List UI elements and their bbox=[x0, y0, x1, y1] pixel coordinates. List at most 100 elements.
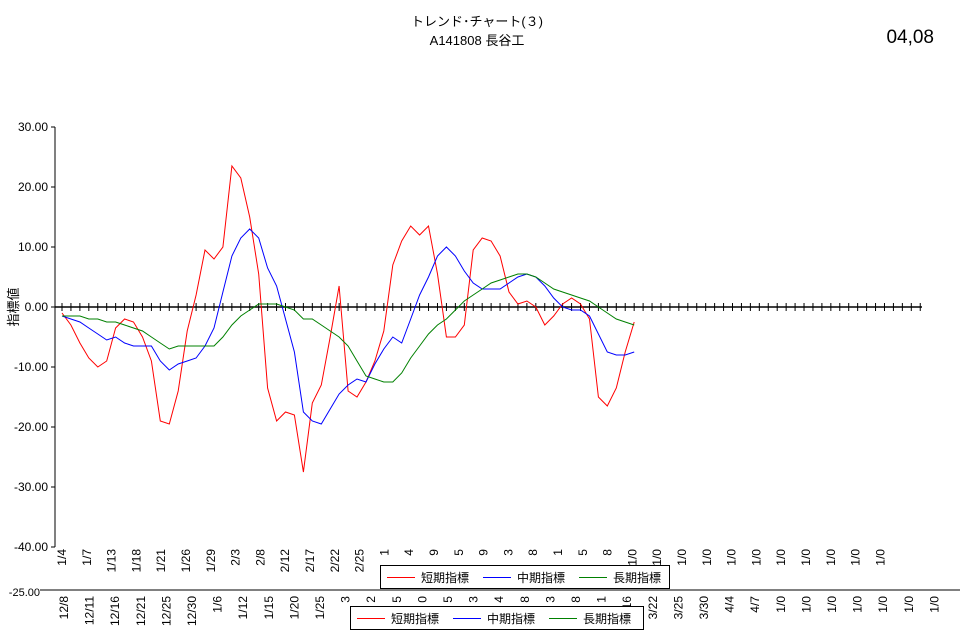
x-tick-label-lower: 1/0 bbox=[876, 596, 890, 613]
lower-axis-tick-label: -25.00 bbox=[9, 587, 40, 599]
x-tick-label-lower: 5 bbox=[441, 596, 455, 603]
x-tick-label: 1/29 bbox=[204, 549, 218, 573]
legend-swatch-long-lower bbox=[549, 617, 578, 619]
y-tick-label: -20.00 bbox=[14, 420, 48, 434]
legend-item-mid: 中期指標 bbox=[477, 569, 573, 586]
x-tick-label-lower: 1/15 bbox=[262, 596, 276, 620]
x-tick-label-lower: 12/21 bbox=[134, 596, 148, 626]
x-tick-label: 1/0 bbox=[700, 549, 714, 566]
x-tick-label-lower: 3/30 bbox=[697, 596, 711, 620]
x-tick-label-lower: 1/12 bbox=[236, 596, 250, 620]
x-tick-label: 1/13 bbox=[105, 549, 119, 573]
x-tick-label-lower: 0 bbox=[415, 596, 429, 603]
x-tick-label-lower: 3 bbox=[543, 596, 557, 603]
x-tick-label: 1/21 bbox=[154, 549, 168, 573]
x-tick-label-lower: 1/0 bbox=[774, 596, 788, 613]
x-tick-label: 9 bbox=[477, 549, 491, 556]
legend-swatch-short-lower bbox=[357, 617, 385, 619]
x-tick-label: 1/0 bbox=[799, 549, 813, 566]
chart-title: トレンド･チャート(３) bbox=[410, 14, 544, 29]
y-tick-label: 30.00 bbox=[18, 120, 48, 134]
x-tick-label: 1/0 bbox=[749, 549, 763, 566]
legend-swatch-mid-lower bbox=[453, 617, 482, 619]
legend-item-mid-lower: 中期指標 bbox=[447, 610, 543, 627]
x-tick-label: 1/18 bbox=[129, 549, 143, 573]
x-tick-label: 1/0 bbox=[625, 549, 639, 566]
legend-label-long-lower: 長期指標 bbox=[583, 611, 632, 626]
x-tick-label-lower: 1/6 bbox=[211, 596, 225, 613]
x-tick-label-lower: 12/25 bbox=[159, 596, 173, 626]
y-tick-label: -10.00 bbox=[14, 360, 48, 374]
x-tick-label-lower: 4/4 bbox=[723, 596, 737, 613]
x-tick-label: 9 bbox=[427, 549, 441, 556]
x-tick-label-lower: 5 bbox=[390, 596, 404, 603]
y-axis-label: 指標値 bbox=[6, 287, 21, 326]
legend-item-short: 短期指標 bbox=[381, 569, 477, 586]
x-tick-label: 2/8 bbox=[253, 549, 267, 566]
legend-item-short-lower: 短期指標 bbox=[351, 610, 447, 627]
x-tick-label: 2/12 bbox=[278, 549, 292, 573]
x-tick-label-lower: 3 bbox=[467, 596, 481, 603]
x-tick-label-lower: 2 bbox=[364, 596, 378, 603]
x-tick-label: 1/0 bbox=[725, 549, 739, 566]
x-tick-label: 1/0 bbox=[873, 549, 887, 566]
x-tick-label-lower: 1/0 bbox=[799, 596, 813, 613]
x-tick-label: 1 bbox=[551, 549, 565, 556]
legend-swatch-long bbox=[579, 576, 607, 578]
chart-subtitle: A141808 長谷工 bbox=[429, 33, 525, 48]
x-tick-label-lower: 4 bbox=[492, 596, 506, 603]
x-tick-label: 1/26 bbox=[179, 549, 193, 573]
x-tick-label: 2/22 bbox=[328, 549, 342, 573]
x-tick-label: 2/3 bbox=[229, 549, 243, 566]
x-tick-label: 1 bbox=[377, 549, 391, 556]
y-tick-label: 10.00 bbox=[18, 240, 48, 254]
series-line-2 bbox=[61, 228, 635, 425]
x-tick-label-lower: 8 bbox=[569, 596, 583, 603]
y-tick-label: -30.00 bbox=[14, 480, 48, 494]
x-tick-label: 2/25 bbox=[353, 549, 367, 573]
x-tick-label: 1/7 bbox=[80, 549, 94, 566]
x-tick-label-lower: 12/30 bbox=[185, 596, 199, 626]
x-tick-label: 8 bbox=[601, 549, 615, 556]
x-tick-label: 2/17 bbox=[303, 549, 317, 573]
x-tick-label-lower: 3 bbox=[339, 596, 353, 603]
x-tick-label: 3 bbox=[501, 549, 515, 556]
x-tick-label: 4 bbox=[402, 549, 416, 556]
x-tick-label-lower: 1/0 bbox=[825, 596, 839, 613]
x-tick-label-lower: 1/0 bbox=[851, 596, 865, 613]
x-tick-label-lower: 4/7 bbox=[748, 596, 762, 613]
x-tick-label: 1/0 bbox=[774, 549, 788, 566]
x-tick-label: 1/0 bbox=[824, 549, 838, 566]
y-tick-label: 0.00 bbox=[25, 300, 49, 314]
y-tick-label: -40.00 bbox=[14, 540, 48, 554]
x-tick-label-lower: 1/25 bbox=[313, 596, 327, 620]
chart-legend-lower: 短期指標 中期指標 長期指標 bbox=[350, 606, 644, 630]
x-tick-label: 5 bbox=[576, 549, 590, 556]
x-tick-label: 5 bbox=[452, 549, 466, 556]
x-tick-label-lower: 1/20 bbox=[287, 596, 301, 620]
x-tick-label-lower: 1/0 bbox=[927, 596, 941, 613]
legend-label-mid-lower: 中期指標 bbox=[487, 611, 536, 626]
x-tick-label: 1/0 bbox=[675, 549, 689, 566]
x-tick-label: 1/4 bbox=[55, 549, 69, 566]
date-code: 04,08 bbox=[886, 27, 934, 48]
chart-legend: 短期指標 中期指標 長期指標 bbox=[380, 565, 670, 589]
x-tick-label-lower: 1/0 bbox=[902, 596, 916, 613]
x-tick-label-lower: 1 bbox=[595, 596, 609, 603]
x-tick-label-lower: 3/22 bbox=[646, 596, 660, 620]
x-tick-label: 8 bbox=[526, 549, 540, 556]
x-tick-label-lower: 8 bbox=[518, 596, 532, 603]
x-tick-label-lower: 3/25 bbox=[671, 596, 685, 620]
legend-label-long: 長期指標 bbox=[613, 570, 662, 585]
x-tick-label-lower: 12/8 bbox=[57, 596, 71, 620]
x-tick-label: 1/0 bbox=[650, 549, 664, 566]
legend-label-short-lower: 短期指標 bbox=[391, 611, 440, 626]
x-tick-label: 1/0 bbox=[849, 549, 863, 566]
y-tick-label: 20.00 bbox=[18, 180, 48, 194]
legend-label-short: 短期指標 bbox=[421, 570, 470, 585]
legend-swatch-short bbox=[387, 576, 415, 578]
legend-item-long-lower: 長期指標 bbox=[543, 610, 639, 627]
legend-swatch-mid bbox=[483, 576, 511, 578]
x-tick-label-lower: 12/16 bbox=[108, 596, 122, 626]
